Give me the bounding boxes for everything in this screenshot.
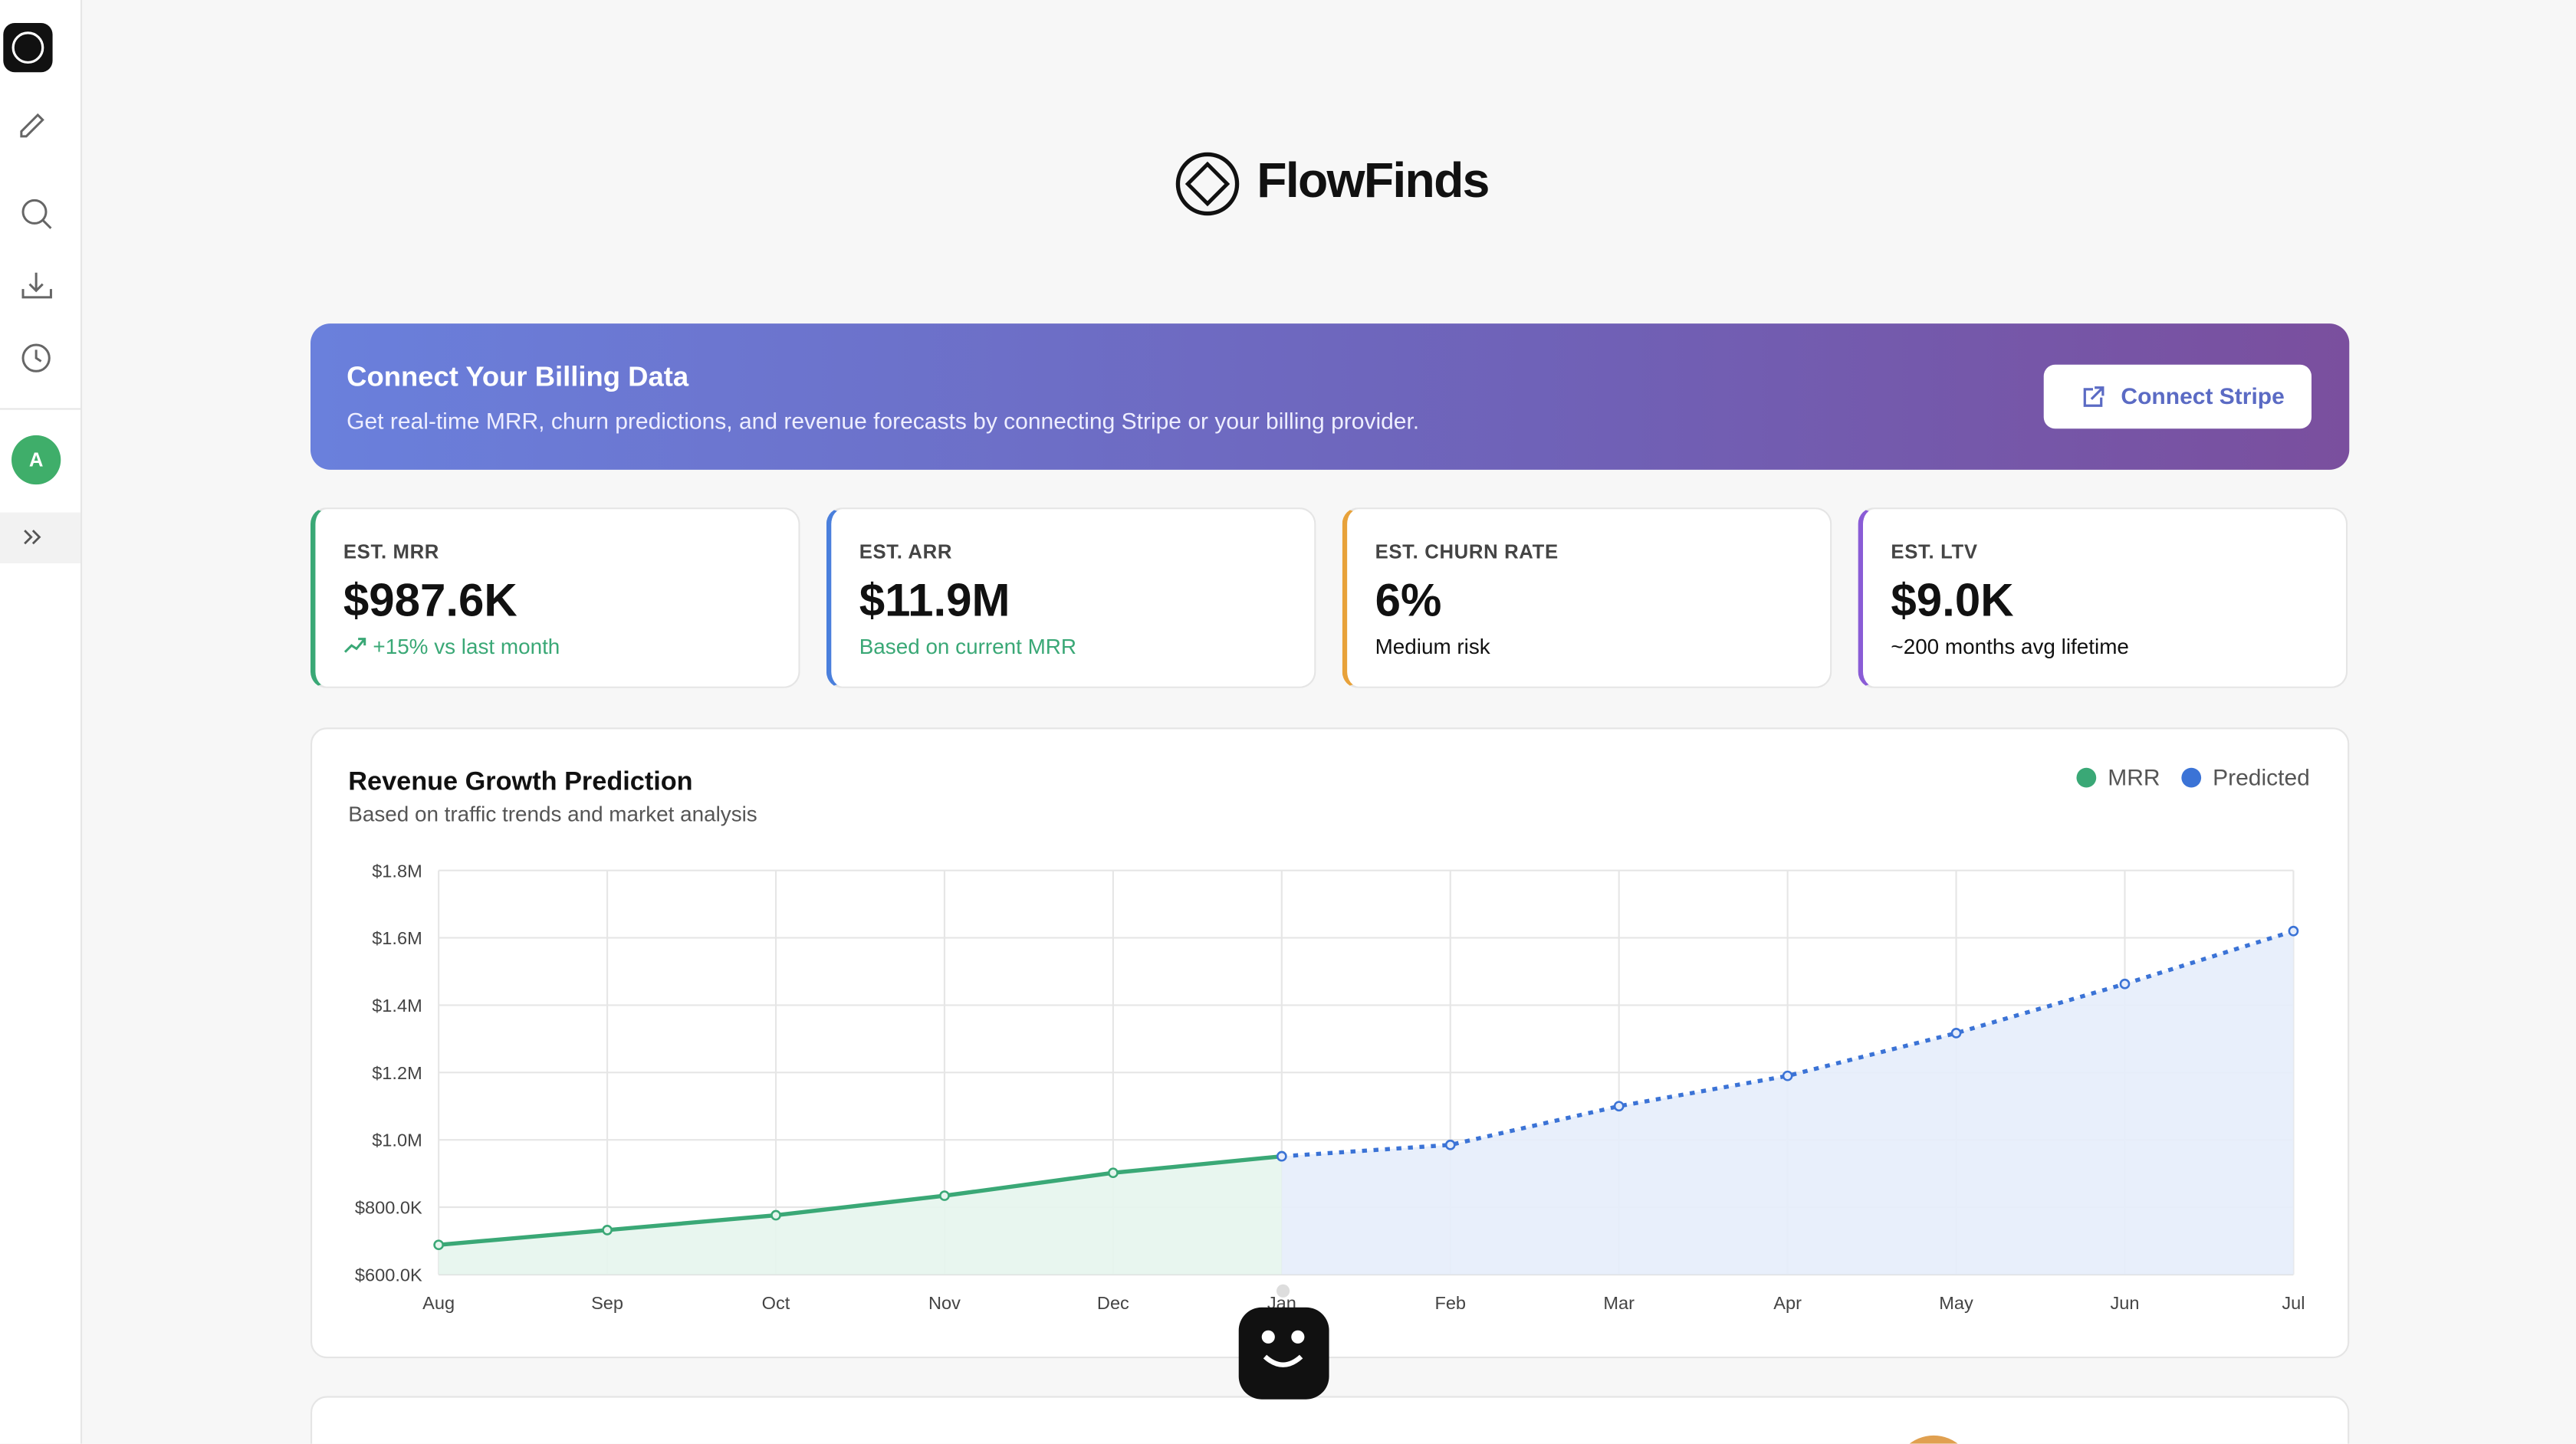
area (439, 1156, 1282, 1275)
y-tick-label: $1.2M (372, 1063, 422, 1083)
point (602, 1225, 613, 1236)
point (2288, 925, 2299, 937)
x-tick-label: May (1939, 1293, 1973, 1313)
banner-title: Connect Your Billing Data (347, 361, 689, 393)
y-tick-label: $1.0M (372, 1131, 422, 1150)
point (770, 1209, 781, 1221)
download-icon[interactable] (21, 272, 52, 299)
kpi-label: EST. MRR (343, 540, 440, 563)
kpi-label: EST. ARR (859, 540, 953, 563)
sidebar: A (0, 0, 83, 1444)
trend-icon (343, 638, 366, 653)
y-tick-label: $1.8M (372, 861, 422, 881)
point (1950, 1028, 1962, 1039)
kpi-note: Medium risk (1375, 634, 1490, 659)
x-tick-label: Nov (928, 1293, 961, 1313)
line (438, 1154, 1283, 1247)
y-tick-label: $1.6M (372, 928, 422, 948)
banner-description: Get real-time MRR, churn predictions, an… (347, 407, 1420, 434)
point (1613, 1101, 1625, 1112)
point (433, 1239, 444, 1251)
search-icon[interactable] (21, 199, 48, 225)
x-tick-label: Aug (422, 1293, 455, 1313)
x-tick-label: Sep (591, 1293, 623, 1313)
kpi-value: 6% (1375, 575, 1442, 626)
y-tick-label: $1.4M (372, 996, 422, 1016)
kpi-value: $987.6K (343, 575, 518, 626)
kpi-card: EST. ARR $11.9M Based on current MRR (826, 507, 1316, 688)
logo-ring (12, 31, 44, 64)
kpi-label: EST. CHURN RATE (1375, 540, 1559, 563)
kpi-card: EST. MRR $987.6K +15% vs last month (310, 507, 800, 688)
legend-swatch (2181, 767, 2202, 788)
x-tick-label: Mar (1603, 1293, 1635, 1313)
avatar-initial: A (29, 450, 44, 471)
edit-icon[interactable] (20, 113, 44, 138)
point (1108, 1167, 1119, 1179)
kpi-value: $9.0K (1891, 575, 2014, 626)
kpi-value: $11.9M (859, 575, 1010, 626)
legend-label: Predicted (2213, 765, 2310, 790)
avatar-partial (1909, 1435, 1958, 1444)
x-tick-label: Jun (2110, 1293, 2139, 1313)
kpi-label: EST. LTV (1891, 540, 1978, 563)
expand-button[interactable] (0, 512, 80, 563)
sidebar-icons: A (0, 23, 80, 563)
x-tick-label: Oct (762, 1293, 790, 1313)
x-tick-label: Dec (1097, 1293, 1129, 1313)
legend-label: MRR (2108, 765, 2160, 790)
chart-title: Revenue Growth Prediction (348, 767, 692, 796)
assistant-bot[interactable] (1235, 1281, 1334, 1406)
point (2119, 978, 2131, 989)
kpi-card: EST. LTV $9.0K ~200 months avg lifetime (1858, 507, 2348, 688)
external-link-icon (2083, 386, 2104, 407)
kpi-note: Based on current MRR (859, 634, 1077, 659)
kpi-note: ~200 months avg lifetime (1891, 634, 2129, 659)
billing-banner: Connect Your Billing Data Get real-time … (310, 323, 2350, 470)
point (1276, 1150, 1287, 1162)
x-tick-label: Feb (1434, 1293, 1466, 1313)
connect-stripe-button[interactable]: Connect Stripe (2043, 364, 2312, 429)
avatar[interactable] (12, 435, 61, 485)
kpi-card: EST. CHURN RATE 6% Medium risk (1342, 507, 1832, 688)
app-logo[interactable] (3, 23, 53, 73)
legend-swatch (2076, 767, 2097, 788)
point (1444, 1139, 1456, 1150)
x-tick-label: Apr (1773, 1293, 1802, 1313)
area (1281, 930, 2294, 1275)
point (1782, 1070, 1793, 1081)
kpi-note: +15% vs last month (373, 634, 560, 659)
button-label: Connect Stripe (2121, 382, 2285, 409)
point (939, 1190, 950, 1201)
next-card (310, 1396, 2350, 1444)
brand-logo (1175, 152, 1240, 216)
chart-subtitle: Based on traffic trends and market analy… (348, 802, 757, 825)
x-tick-label: Jul (2282, 1293, 2305, 1313)
history-icon[interactable] (21, 343, 51, 372)
brand-name: FlowFinds (1257, 154, 1490, 209)
y-tick-label: $600.0K (355, 1265, 422, 1285)
y-tick-label: $800.0K (355, 1198, 422, 1218)
